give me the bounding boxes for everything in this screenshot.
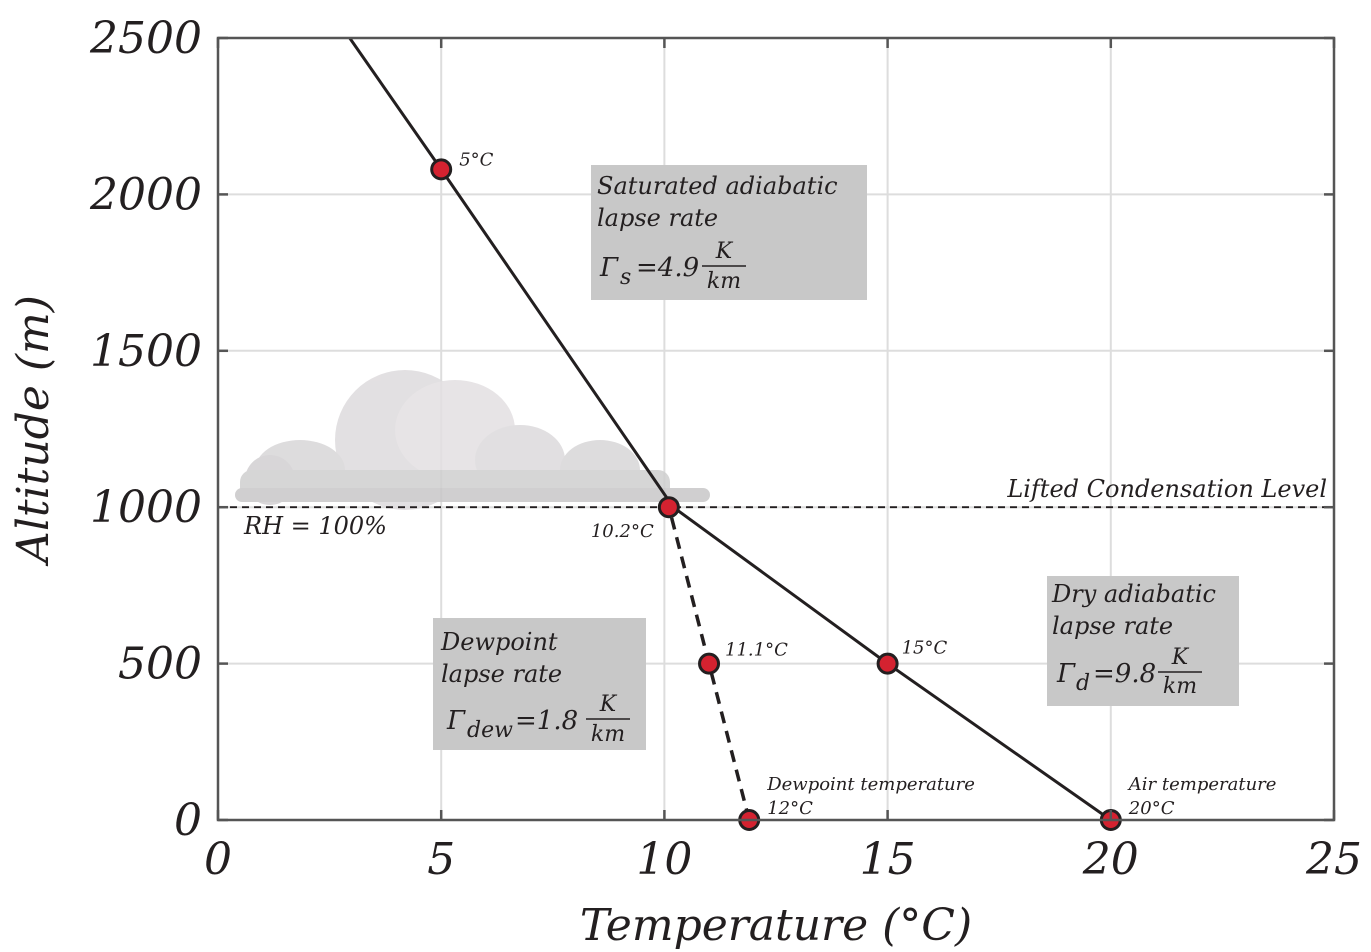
y-tick-label: 2500 <box>89 13 202 64</box>
x-tick-label: 20 <box>1082 834 1139 885</box>
point-value-label: 12°C <box>767 798 813 819</box>
gamma-subscript: d <box>1076 671 1090 696</box>
gamma-symbol: Γ <box>599 253 619 283</box>
box-title: Saturated adiabatic <box>597 172 838 200</box>
point-label: 11.1°C <box>725 640 788 661</box>
saturated-lapse-box: Saturated adiabatic lapse rate Γ s =4.9 … <box>591 165 867 300</box>
x-axis-title: Temperature (°C) <box>580 900 972 951</box>
point-label: 15°C <box>902 638 948 659</box>
y-tick-label: 1500 <box>90 326 202 377</box>
y-tick-label: 500 <box>118 639 202 690</box>
data-point-marker <box>430 158 453 181</box>
unit-numerator: K <box>1171 645 1190 670</box>
data-point-marker <box>698 652 721 675</box>
point-label: Dewpoint temperature <box>766 774 975 795</box>
data-point-marker <box>876 652 899 675</box>
unit-denominator: km <box>707 269 741 294</box>
x-tick-label: 5 <box>427 834 455 885</box>
gamma-symbol: Γ <box>1056 659 1076 689</box>
dry-lapse-box: Dry adiabatic lapse rate Γ d =9.8 K km <box>1047 576 1239 706</box>
plot-frame <box>216 36 1336 822</box>
dewpoint-lapse-box: Dewpoint lapse rate Γ dew =1.8 K km <box>433 618 646 750</box>
markers: Air temperature 20°C Dewpoint temperature 1… <box>430 149 1277 831</box>
gamma-symbol: Γ <box>446 706 466 736</box>
rh-label: RH = 100% <box>243 512 387 540</box>
box-subtitle: lapse rate <box>1052 612 1173 640</box>
point-label: Air temperature <box>1127 774 1277 795</box>
lcl-label: Lifted Condensation Level <box>1006 475 1327 503</box>
x-tick-label: 15 <box>860 834 916 885</box>
data-point-marker <box>657 496 680 519</box>
unit-denominator: km <box>591 722 625 747</box>
box-subtitle: lapse rate <box>441 660 562 688</box>
y-tick-label: 0 <box>174 795 202 846</box>
lapse-value: =9.8 <box>1093 659 1156 689</box>
box-title: Dry adiabatic <box>1051 580 1216 608</box>
point-label: 5°C <box>459 149 493 170</box>
unit-numerator: K <box>599 692 618 717</box>
box-subtitle: lapse rate <box>597 204 718 232</box>
x-tick-label: 10 <box>636 834 692 885</box>
x-tick-label: 0 <box>204 834 232 885</box>
gamma-subscript: s <box>620 265 631 290</box>
unit-numerator: K <box>715 239 734 264</box>
cloud-icon <box>235 370 710 510</box>
box-title: Dewpoint <box>440 628 558 656</box>
y-tick-label: 1000 <box>90 482 202 533</box>
y-tick-label: 2000 <box>89 169 202 220</box>
lapse-value: =4.9 <box>636 253 699 283</box>
lapse-value: =1.8 <box>515 706 578 736</box>
point-label: 10.2°C <box>591 521 654 542</box>
gamma-subscript: dew <box>467 718 513 743</box>
x-tick-label: 25 <box>1305 834 1362 885</box>
y-axis-title: Altitude (m) <box>8 295 59 567</box>
axis-ticks: 0 5 10 15 20 25 0 500 1000 1500 2000 2500 <box>89 13 1362 885</box>
point-value-label: 20°C <box>1128 798 1175 819</box>
unit-denominator: km <box>1163 674 1197 699</box>
